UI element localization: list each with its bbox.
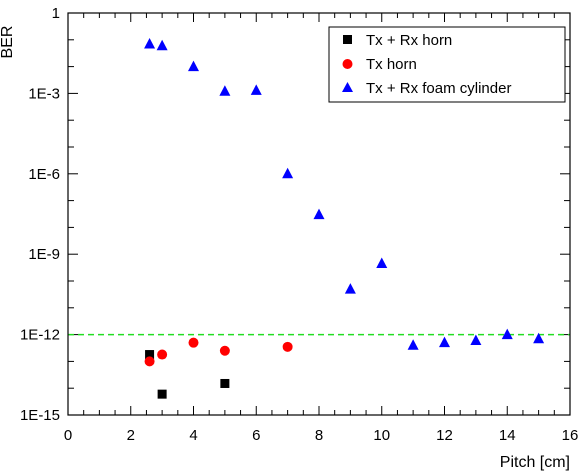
y-tick-label: 1E-15 <box>20 407 60 424</box>
data-point-series-2 <box>470 334 482 346</box>
data-point-series-2 <box>344 283 356 294</box>
x-tick-labels: 0 2 4 6 8 10 12 14 16 <box>64 427 579 444</box>
data-point-series-2 <box>376 257 388 268</box>
data-point-series-2 <box>439 336 450 348</box>
x-tick-label: 6 <box>252 427 260 444</box>
plot-frame <box>67 12 571 416</box>
y-tick-label: 1E-9 <box>28 246 60 263</box>
data-point-series-1 <box>282 341 293 352</box>
data-point-series-0 <box>157 389 167 399</box>
data-point-series-0 <box>145 350 155 360</box>
data-points <box>144 37 545 399</box>
x-tick-label: 2 <box>127 427 135 444</box>
x-axis-label: Pitch [cm] <box>500 454 570 471</box>
data-point-series-2 <box>501 328 513 340</box>
legend-label-tx-horn: Tx horn <box>366 56 417 73</box>
data-point-series-2 <box>313 208 325 220</box>
legend-label-tx-rx-horn: Tx + Rx horn <box>366 32 452 49</box>
data-point-series-2 <box>188 60 199 72</box>
data-point-series-1 <box>144 356 155 367</box>
data-point-series-1 <box>157 349 168 360</box>
x-tick-label: 4 <box>189 427 197 444</box>
data-point-series-2 <box>250 84 262 95</box>
data-point-series-1 <box>188 337 199 348</box>
data-point-series-2 <box>144 37 156 49</box>
y-tick-label: 1E-3 <box>28 85 60 102</box>
legend-marker-circle <box>342 59 353 69</box>
data-point-series-0 <box>220 378 230 388</box>
data-point-series-2 <box>282 167 294 179</box>
y-tick-label: 1E-6 <box>28 166 60 183</box>
y-tick-label: 1 <box>52 5 60 22</box>
data-point-series-2 <box>533 332 545 344</box>
legend-box <box>328 26 566 103</box>
legend-label-foam-cylinder: Tx + Rx foam cylinder <box>366 80 511 97</box>
data-point-series-1 <box>219 345 230 356</box>
x-tick-label: 8 <box>315 427 323 444</box>
data-point-series-2 <box>407 339 419 350</box>
legend: Tx + Rx horn Tx horn Tx + Rx foam cylind… <box>328 26 566 103</box>
y-tick-labels: 1E-15 1E-12 1E-9 1E-6 1E-3 1 <box>20 5 60 424</box>
data-point-series-2 <box>219 85 231 96</box>
legend-marker-triangle <box>342 82 353 92</box>
x-tick-label: 0 <box>64 427 72 444</box>
legend-marker-square <box>343 35 352 44</box>
x-tick-label: 14 <box>499 427 516 444</box>
y-tick-label: 1E-12 <box>20 327 60 344</box>
x-tick-label: 10 <box>373 427 390 444</box>
y-axis-label: BER <box>0 26 16 59</box>
x-tick-label: 16 <box>562 427 579 444</box>
x-tick-label: 12 <box>436 427 453 444</box>
data-point-series-2 <box>156 39 168 51</box>
